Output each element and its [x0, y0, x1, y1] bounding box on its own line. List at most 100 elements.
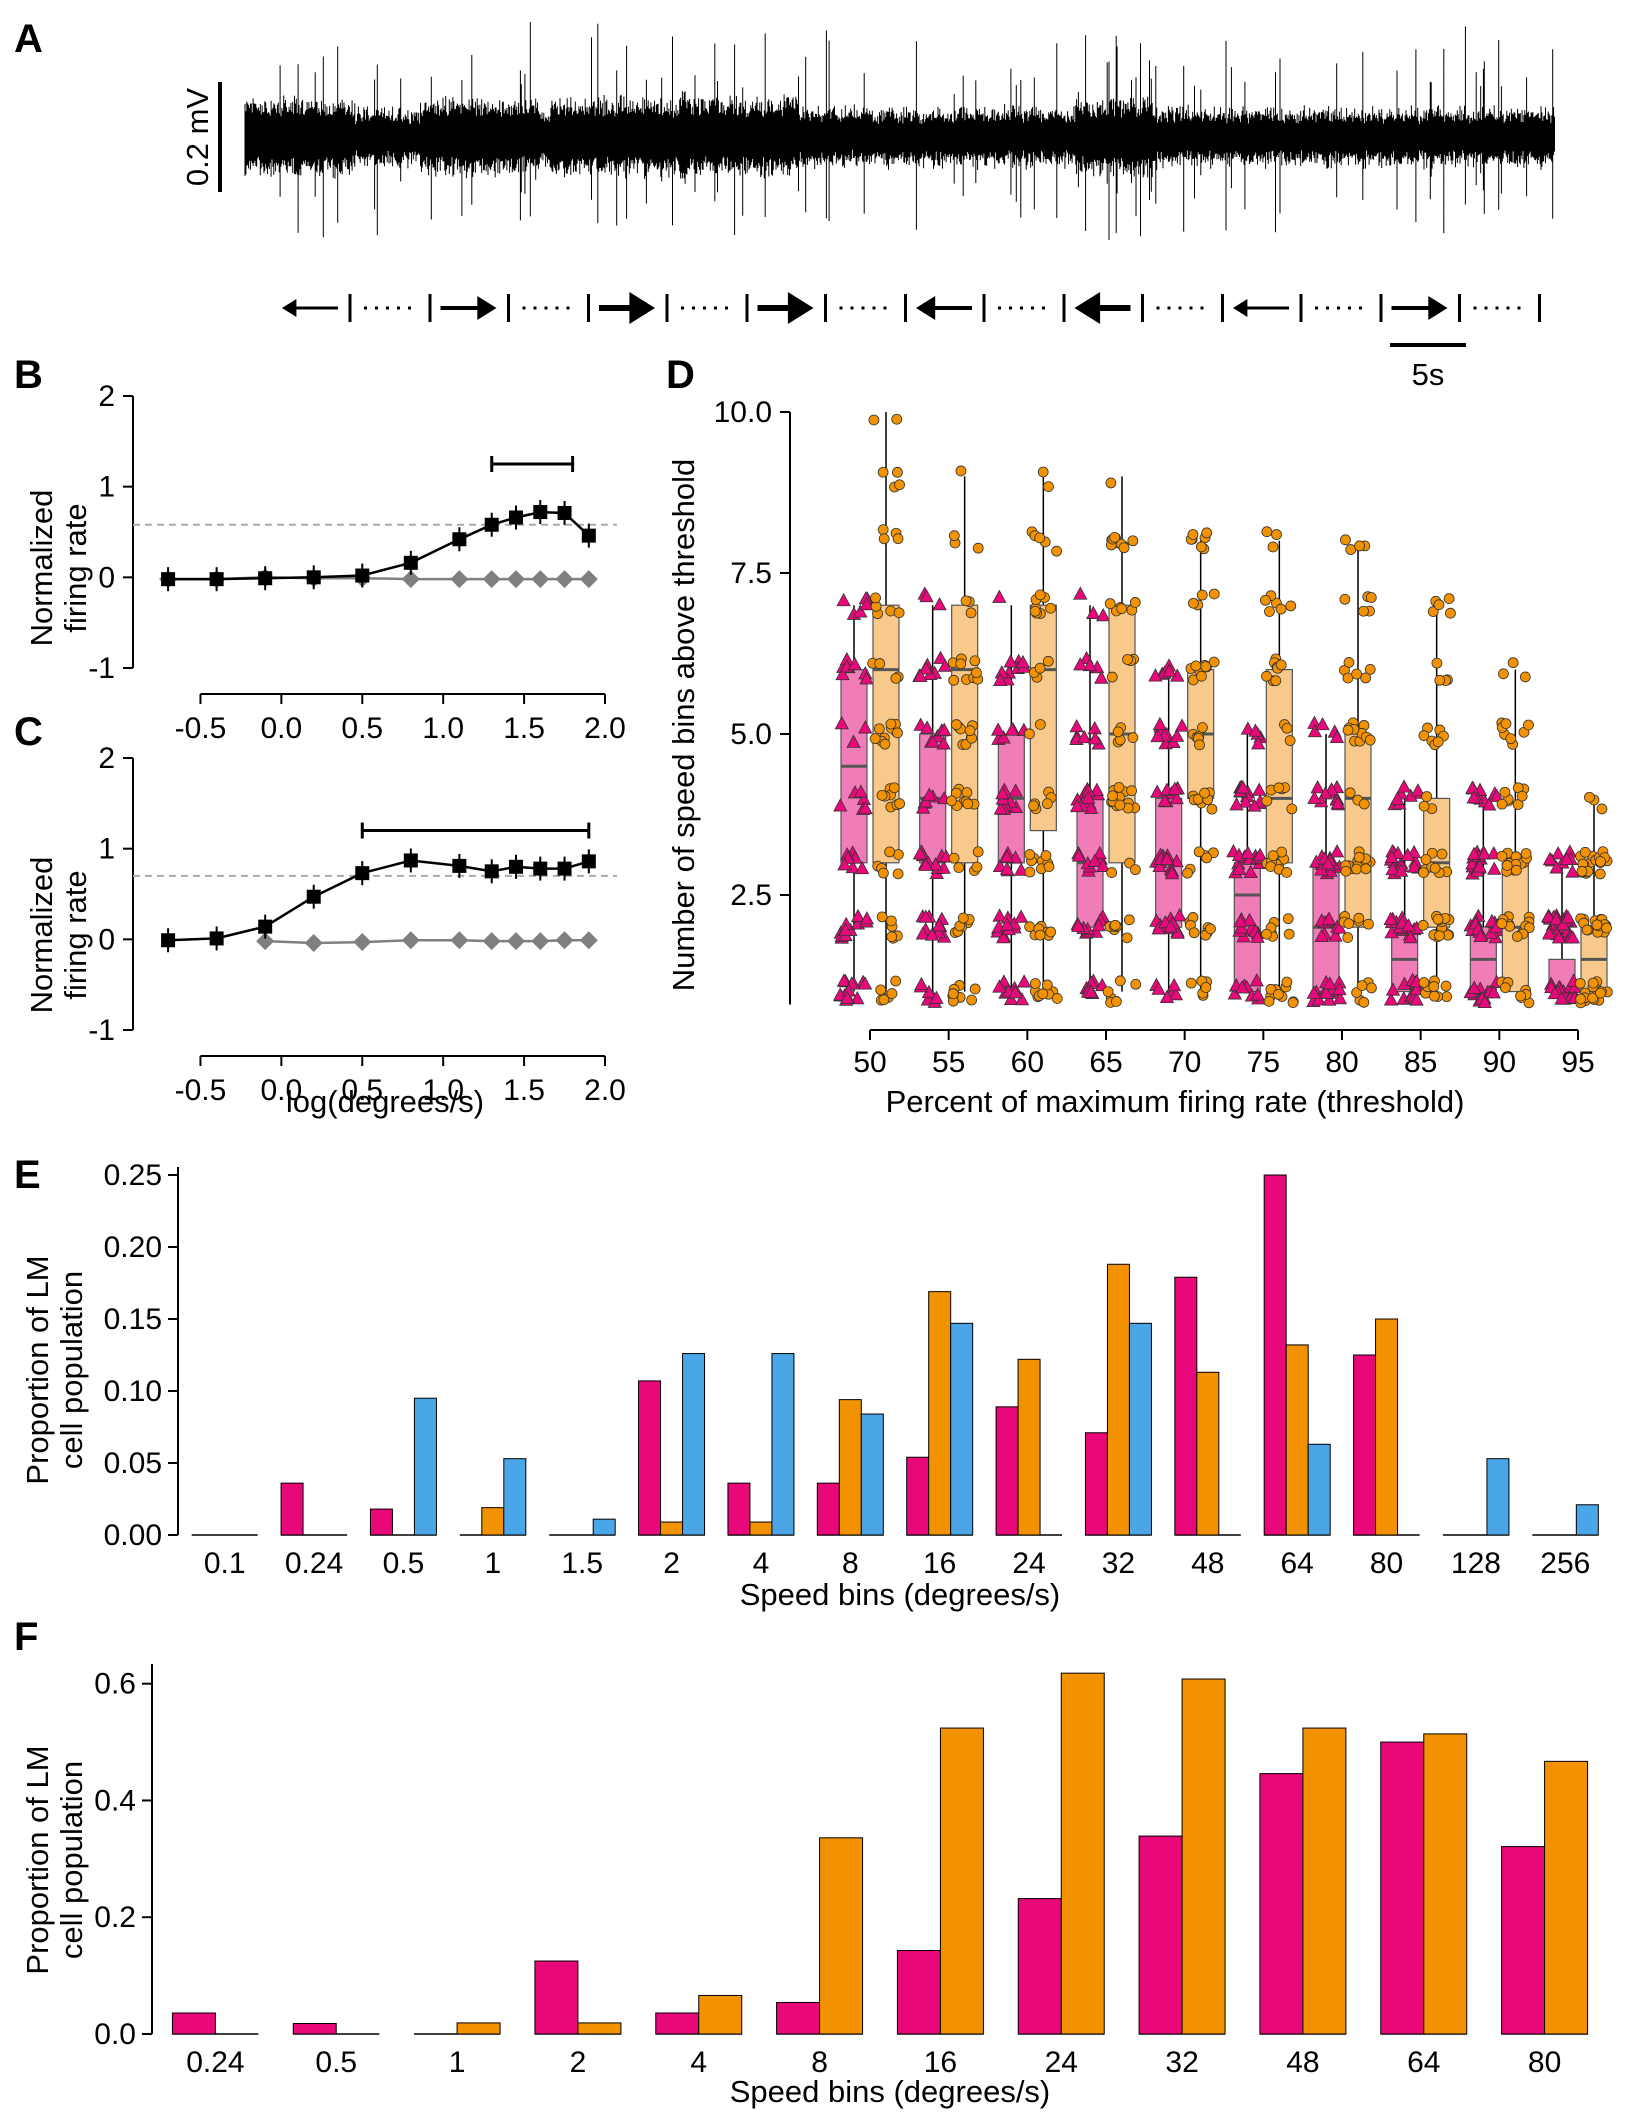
- triangle-point: [918, 661, 934, 675]
- triangle-point: [835, 666, 850, 681]
- circle-point: [1037, 466, 1049, 478]
- triangle-point: [1472, 859, 1487, 873]
- circle-point: [1051, 545, 1062, 557]
- circle-point: [1418, 730, 1430, 741]
- bar: [660, 1521, 684, 1536]
- x-tick-label: -0.5: [175, 1074, 227, 1107]
- triangle-point: [1321, 911, 1337, 925]
- circle-point: [1523, 922, 1535, 934]
- pref-direction-line: [168, 510, 590, 581]
- triangle-point: [1542, 926, 1557, 940]
- triangle-point: [1565, 930, 1580, 944]
- circle-point: [1418, 977, 1430, 988]
- circle-point: [1340, 865, 1352, 877]
- circle-point: [1431, 657, 1443, 669]
- circle-point: [1351, 668, 1363, 680]
- pause-dot: [544, 306, 548, 310]
- x-tick-label: 0.1: [204, 1547, 246, 1580]
- circle-point: [1596, 803, 1608, 815]
- pause-dot: [725, 306, 728, 310]
- triangle-point: [1489, 788, 1504, 802]
- circle-point: [1445, 607, 1456, 619]
- circle-point: [1516, 790, 1528, 802]
- triangle-point: [1329, 844, 1345, 858]
- circle-point: [888, 782, 900, 794]
- y-tick-label: 0.0: [94, 2018, 136, 2051]
- bar: [939, 1727, 984, 2035]
- y-tick-label: 0.25: [104, 1159, 162, 1192]
- triangle-point: [1071, 848, 1087, 862]
- triangle-point: [850, 908, 866, 922]
- pause-dot: [386, 306, 389, 310]
- triangle-point: [1169, 728, 1185, 742]
- bar: [503, 1458, 527, 1536]
- triangle-point: [854, 860, 870, 875]
- circle-point: [1351, 863, 1362, 875]
- triangle-point: [931, 918, 947, 932]
- circle-point: [1340, 534, 1351, 546]
- bar: [1128, 1322, 1152, 1536]
- x-tick-label: 48: [1191, 1547, 1224, 1580]
- circle-point: [1043, 481, 1054, 493]
- triangle-point: [859, 596, 874, 611]
- triangle-point: [1477, 994, 1492, 1008]
- triangle-point: [999, 849, 1014, 863]
- x-tick-label: 128: [1451, 1547, 1501, 1580]
- circle-point: [878, 533, 890, 545]
- y-tick-label: 0.6: [94, 1668, 136, 1701]
- triangle-point: [837, 857, 852, 871]
- triangle-point: [838, 922, 853, 937]
- circle-point: [1205, 923, 1216, 935]
- triangle-point: [922, 787, 937, 801]
- triangle-point: [846, 734, 861, 748]
- x-tick-label: 90: [1483, 1046, 1516, 1079]
- triangle-point: [915, 926, 930, 940]
- triangle-point: [1150, 728, 1165, 743]
- square-marker: [509, 510, 523, 525]
- x-tick-label: 8: [811, 2046, 828, 2079]
- x-tick-label: 0.0: [261, 712, 303, 745]
- circle-point: [1034, 929, 1046, 941]
- triangle-point: [913, 668, 928, 682]
- circle-point: [1271, 529, 1282, 540]
- triangle-point: [1554, 991, 1569, 1005]
- pause-dot: [883, 306, 887, 310]
- x-tick-label: 0.5: [315, 2046, 357, 2079]
- circle-point: [1045, 602, 1057, 614]
- circle-point: [1263, 995, 1275, 1007]
- bar: [771, 1353, 795, 1536]
- square-marker: [161, 572, 176, 587]
- triangle-point: [1086, 605, 1101, 619]
- right-arrow-icon: [1428, 296, 1448, 320]
- circle-point: [1109, 919, 1121, 931]
- circle-point: [1434, 930, 1445, 942]
- pause-dot: [1337, 306, 1340, 310]
- panel-letter-c: C: [14, 710, 43, 754]
- x-tick-label: 60: [1011, 1046, 1044, 1079]
- circle-point: [1106, 867, 1118, 878]
- diamond-marker: [482, 932, 501, 951]
- circle-point: [1129, 597, 1141, 608]
- circle-point: [1034, 589, 1046, 601]
- circle-point: [1496, 850, 1508, 862]
- circle-point: [1114, 975, 1126, 987]
- triangle-point: [1163, 919, 1178, 933]
- triangle-point: [1172, 908, 1187, 922]
- circle-point: [892, 533, 904, 545]
- circle-point: [1261, 526, 1273, 538]
- triangle-point: [1249, 973, 1264, 987]
- panel-d-xlabel: Percent of maximum firing rate (threshol…: [886, 1084, 1465, 1119]
- bar: [1263, 1174, 1287, 1536]
- triangle-point: [937, 658, 953, 672]
- triangle-point: [1151, 981, 1166, 995]
- time-scale-label: 5s: [1412, 357, 1445, 392]
- triangle-point: [992, 979, 1007, 993]
- circle-point: [1114, 799, 1126, 811]
- circle-point: [869, 733, 881, 745]
- circle-point: [1029, 605, 1041, 617]
- bar: [592, 1518, 616, 1536]
- circle-point: [1421, 791, 1433, 802]
- circle-point: [1130, 978, 1142, 990]
- x-tick-label: 16: [924, 2046, 957, 2079]
- triangle-point: [936, 736, 951, 750]
